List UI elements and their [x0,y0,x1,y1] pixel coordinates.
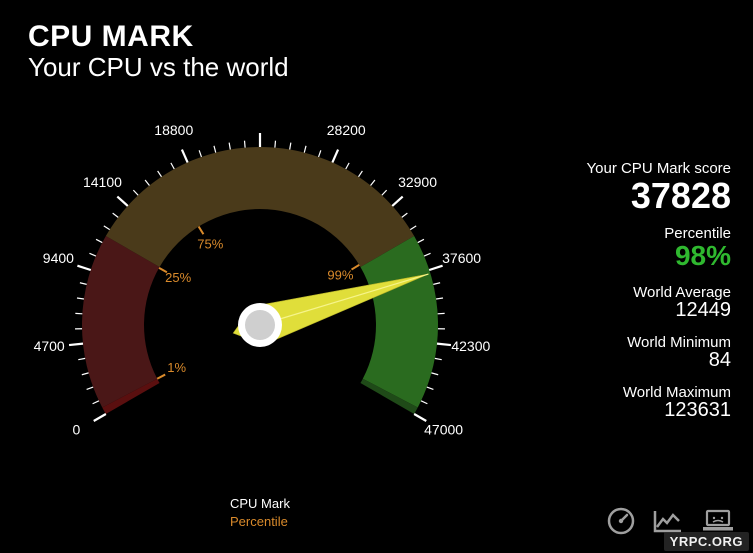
icon-bar [607,507,735,535]
gauge-legend: CPU Mark Percentile [230,495,290,531]
svg-text:14100: 14100 [83,174,122,190]
score-value: 37828 [521,175,731,217]
percentile-value: 98% [521,240,731,272]
svg-text:25%: 25% [165,270,191,285]
svg-text:4700: 4700 [34,338,65,354]
svg-text:47000: 47000 [424,422,463,438]
svg-text:75%: 75% [197,237,223,252]
svg-text:9400: 9400 [43,250,74,266]
page-title: CPU MARK [28,20,753,54]
watermark: YRPC.ORG [664,532,749,551]
world-minimum-value: 84 [521,349,731,372]
legend-percentile: Percentile [230,513,290,531]
gauge-icon[interactable] [607,507,635,535]
world-maximum-value: 123631 [521,399,731,422]
svg-text:28200: 28200 [327,122,366,138]
stats-panel: Your CPU Mark score 37828 Percentile 98%… [521,150,731,422]
svg-text:37600: 37600 [442,250,481,266]
page-subtitle: Your CPU vs the world [28,52,753,83]
svg-text:99%: 99% [327,268,353,283]
svg-text:32900: 32900 [398,174,437,190]
svg-text:42300: 42300 [451,338,490,354]
gauge-chart: 0470094001410018800235002820032900376004… [0,120,510,540]
laptop-icon[interactable] [701,507,735,535]
svg-text:18800: 18800 [154,122,193,138]
legend-cpumark: CPU Mark [230,495,290,513]
world-average-value: 12449 [521,299,731,322]
svg-text:1%: 1% [167,360,186,375]
svg-text:0: 0 [73,422,81,438]
chart-icon[interactable] [653,507,683,535]
